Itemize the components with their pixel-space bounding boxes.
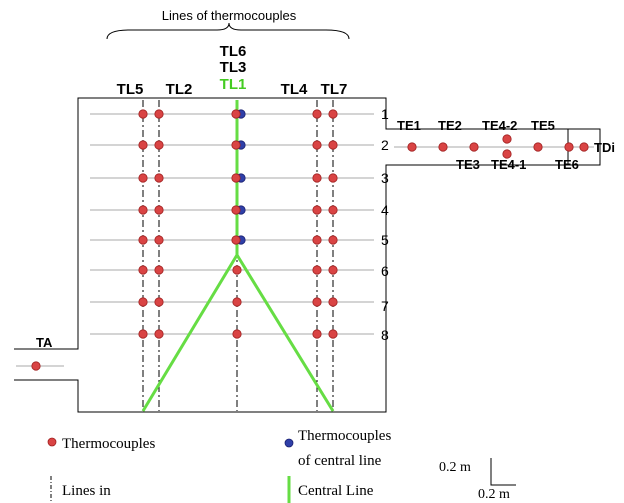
thermocouple-dot [138, 329, 148, 339]
label-te5: TE5 [531, 118, 555, 133]
thermocouple-dot [138, 297, 148, 307]
thermocouple-dot [328, 140, 338, 150]
label-ta: TA [36, 335, 53, 350]
thermocouple-dot [231, 109, 241, 119]
level-label: 3 [381, 170, 389, 186]
thermocouple-dot [154, 109, 164, 119]
thermocouple-lines [142, 100, 334, 411]
thermocouple-dot [231, 140, 241, 150]
thermocouple-dot [312, 205, 322, 215]
diagram-title: Lines of thermocouples [162, 8, 297, 23]
exit-thermocouple-dot [533, 142, 543, 152]
label-tl4: TL4 [281, 81, 308, 98]
label-tl7: TL7 [321, 81, 348, 98]
level-label: 5 [381, 232, 389, 248]
thermocouple-dot [154, 329, 164, 339]
legend: Thermocouples Thermocouples of central l… [47, 428, 516, 503]
room-outline [14, 97, 601, 413]
thermocouple-dot [312, 109, 322, 119]
level-label: 2 [381, 137, 389, 153]
thermocouple-dot [138, 205, 148, 215]
level-label: 6 [381, 263, 389, 279]
thermocouple-dot [138, 235, 148, 245]
thermocouple-dot [231, 173, 241, 183]
thermocouple-dot [154, 265, 164, 275]
thermocouple-dot [231, 205, 241, 215]
thermocouple-dot [328, 297, 338, 307]
label-tl6: TL6 [220, 43, 247, 60]
thermocouple-dot [232, 297, 242, 307]
exit-thermocouple-dot [564, 142, 574, 152]
thermocouple-dot [312, 265, 322, 275]
exit-thermocouple-dot [469, 142, 479, 152]
thermocouple-dot [232, 265, 242, 275]
scale-bar [490, 458, 516, 486]
thermocouple-dot [138, 109, 148, 119]
thermocouple-dot [138, 140, 148, 150]
thermocouple-dot [328, 173, 338, 183]
thermocouple-dot [232, 329, 242, 339]
thermocouple-dot [328, 235, 338, 245]
inlet-thermocouple-dot [31, 361, 41, 371]
thermocouple-dot [154, 173, 164, 183]
exit-labels: TE1 TE2 TE4-2 TE5 TDi TE3 TE4-1 TE6 [397, 118, 615, 172]
label-tl5: TL5 [117, 81, 144, 98]
thermocouple-dot [328, 329, 338, 339]
thermocouple-dot [154, 235, 164, 245]
exit-thermocouple-dot [407, 142, 417, 152]
scale-label-vertical: 0.2 m [439, 460, 471, 475]
thermocouple-dot [312, 329, 322, 339]
thermocouple-dot [312, 173, 322, 183]
legend-central-dot [284, 438, 294, 448]
lines-brace [106, 22, 350, 40]
thermocouple-dot [154, 297, 164, 307]
thermocouple-dot [328, 109, 338, 119]
label-tl3: TL3 [220, 59, 247, 76]
exit-thermocouple-dot [502, 149, 512, 159]
legend-central-line: Central Line [298, 483, 374, 499]
thermocouple-dot [312, 140, 322, 150]
legend-central-2: of central line [298, 453, 382, 469]
level-label: 8 [381, 327, 389, 343]
level-label: 7 [381, 298, 389, 314]
thermocouple-dot [328, 205, 338, 215]
legend-central-1: Thermocouples [298, 428, 391, 444]
thermocouple-dot [154, 205, 164, 215]
label-tdi: TDi [594, 140, 615, 155]
thermocouple-dot [312, 297, 322, 307]
legend-thermocouple-dot [47, 437, 57, 447]
thermocouple-dot [138, 265, 148, 275]
label-te1: TE1 [397, 118, 421, 133]
legend-thermocouples: Thermocouples [62, 436, 155, 452]
thermocouple-dot [312, 235, 322, 245]
exit-thermocouple-dot [502, 134, 512, 144]
label-tl2: TL2 [166, 81, 193, 98]
thermocouple-dot [138, 173, 148, 183]
label-te4-1: TE4-1 [491, 157, 526, 172]
thermocouple-dot [328, 265, 338, 275]
label-te6: TE6 [555, 157, 579, 172]
label-tl1: TL1 [220, 76, 247, 93]
level-label: 1 [381, 106, 389, 122]
label-te4-2: TE4-2 [482, 118, 517, 133]
thermocouple-dot [231, 235, 241, 245]
legend-lines-in: Lines in [62, 483, 111, 499]
thermocouple-dot [154, 140, 164, 150]
level-label: 4 [381, 202, 389, 218]
exit-thermocouple-dot [579, 142, 589, 152]
level-numbers: 1 2 3 4 5 6 7 8 [381, 106, 389, 343]
exit-thermocouple-dot [438, 142, 448, 152]
label-te2: TE2 [438, 118, 462, 133]
label-te3: TE3 [456, 157, 480, 172]
scale-label-horizontal: 0.2 m [478, 487, 510, 502]
thermocouple-dots [31, 109, 589, 371]
